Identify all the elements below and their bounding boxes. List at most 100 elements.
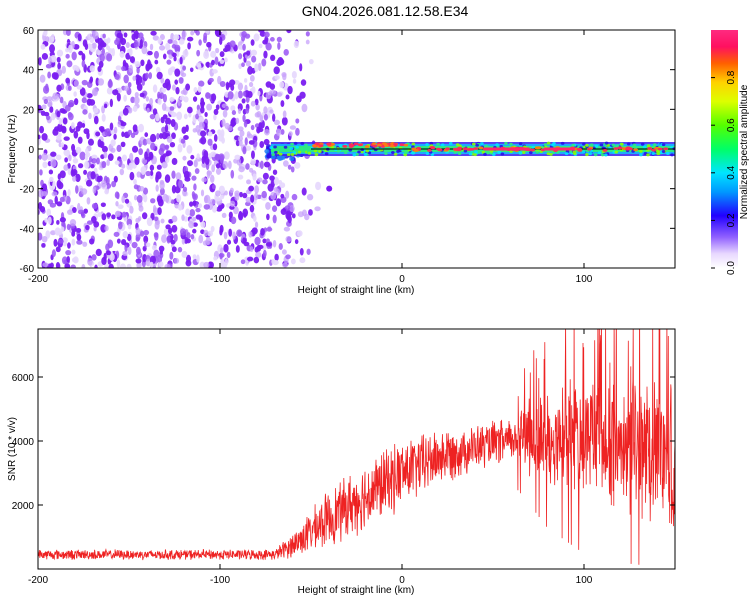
spectrogram-cell (142, 254, 147, 263)
spectrogram-hotspot (427, 148, 432, 152)
spectrogram-cell (61, 65, 66, 74)
spectrogram-cell (64, 104, 71, 112)
spectrogram-cell (68, 44, 73, 54)
spectrogram-cell (136, 195, 143, 203)
spectrogram-cell (238, 166, 245, 173)
spectrogram-isolated-blob (326, 185, 333, 192)
spectrogram-cell (270, 191, 277, 200)
spectrogram-cell (164, 144, 170, 150)
spectrogram-cell (150, 170, 154, 176)
spectrogram-cell (50, 159, 57, 168)
spectrogram-cell (128, 47, 133, 57)
spectrogram-hotspot (586, 147, 592, 151)
spectrogram-cell (103, 151, 108, 159)
spectrogram-cell (257, 62, 262, 72)
spectrogram-cell (171, 184, 177, 194)
spectrogram-cell (278, 180, 283, 185)
spectrogram-cell (198, 121, 205, 130)
spectrogram-cell (213, 256, 218, 261)
spectrogram-cell (87, 257, 93, 266)
spectrogram-hotspot (617, 146, 623, 150)
spectrogram-cell (236, 229, 243, 237)
spectrogram-cell (222, 109, 228, 118)
spectrogram-cell (661, 150, 666, 154)
spectrogram-cell (152, 108, 158, 116)
spectrogram-cell (652, 143, 657, 147)
spectrogram-cell (263, 106, 268, 114)
spectrogram-cell (262, 172, 269, 180)
spectrogram-cell (193, 159, 198, 168)
spectrogram-cell (124, 198, 130, 204)
spectrogram-cell (145, 170, 151, 177)
spectrogram-cell (611, 143, 616, 147)
spectrogram-cell (148, 151, 154, 160)
spectrogram-cell (240, 259, 246, 265)
spectrogram-cell (232, 231, 236, 240)
spectrogram-cell (195, 113, 199, 120)
spectrogram-cell (190, 30, 195, 36)
spectrogram-cell (219, 154, 224, 164)
spectrogram-cell (245, 107, 250, 114)
spectrogram-cell (207, 230, 214, 237)
spectrogram-cell (51, 249, 56, 258)
spectrogram-cell (104, 189, 109, 195)
spectrogram-cell (175, 51, 180, 58)
spectrogram-cell (65, 30, 71, 37)
spectrogram-cell (262, 238, 267, 244)
spectrogram-cell (164, 78, 171, 87)
spectrogram-cell (101, 105, 105, 114)
spectrogram-hotspot (602, 149, 608, 152)
spectrogram-cell (474, 150, 478, 154)
spectrogram-cell (81, 59, 86, 68)
spectrogram-cell (509, 142, 513, 146)
spectrogram-cell (206, 41, 212, 48)
spectrogram-cell (158, 245, 165, 252)
spectrogram-cell (160, 77, 165, 84)
spectrogram-cell (264, 149, 270, 154)
spectrogram-cell (161, 161, 168, 169)
spectrogram-cell (200, 189, 205, 197)
spectrogram-cell (116, 92, 121, 102)
spectrogram-cell (95, 248, 102, 257)
spectrogram-cell (123, 74, 129, 84)
spectrogram-cell (79, 87, 86, 96)
spectrogram-cell (99, 53, 105, 62)
spectrogram-cell (164, 124, 169, 133)
x-tick-label: 100 (576, 575, 593, 586)
spectrogram-cell (71, 206, 77, 213)
spectrogram-cell (213, 113, 217, 121)
spectrogram-cell (283, 49, 289, 56)
y-tick-label: 40 (23, 66, 35, 77)
spectrogram-hotspot (353, 142, 359, 146)
spectrogram-cell (120, 141, 126, 148)
spectrogram-cell (208, 153, 212, 160)
spectrogram-cell (253, 215, 257, 222)
spectrogram-cell (187, 106, 193, 114)
spectrogram-cell (304, 143, 308, 147)
spectrogram-cell (86, 43, 93, 50)
spectrogram-cell (121, 211, 127, 218)
spectrogram-cell (227, 91, 234, 100)
spectrogram-cell (215, 104, 220, 110)
spectrogram-cell (89, 76, 94, 84)
spectrogram-cell (642, 145, 647, 149)
colorbar-tick-label: 0.2 (726, 213, 737, 227)
spectrogram-cell (54, 195, 58, 205)
spectrogram-cell (181, 126, 187, 134)
spectrogram-cell (198, 39, 202, 46)
spectrogram-cell (134, 156, 140, 166)
spectrogram-cell (157, 207, 162, 216)
spectrogram-cell (76, 239, 83, 245)
spectrogram-cell (92, 90, 97, 96)
spectrogram-cell (604, 153, 608, 157)
spectrogram-cell (114, 73, 120, 80)
y-tick-label: 4000 (12, 437, 35, 448)
spectrogram-cell (275, 198, 282, 207)
spectrogram-cell (158, 261, 164, 268)
spectrogram-cell (242, 114, 246, 123)
spectrogram-hotspot (437, 148, 443, 152)
spectrogram-cell (101, 160, 107, 169)
spectrogram-cell (273, 187, 279, 192)
snr-plot-area (38, 329, 675, 565)
spectrogram-cell (136, 171, 141, 178)
